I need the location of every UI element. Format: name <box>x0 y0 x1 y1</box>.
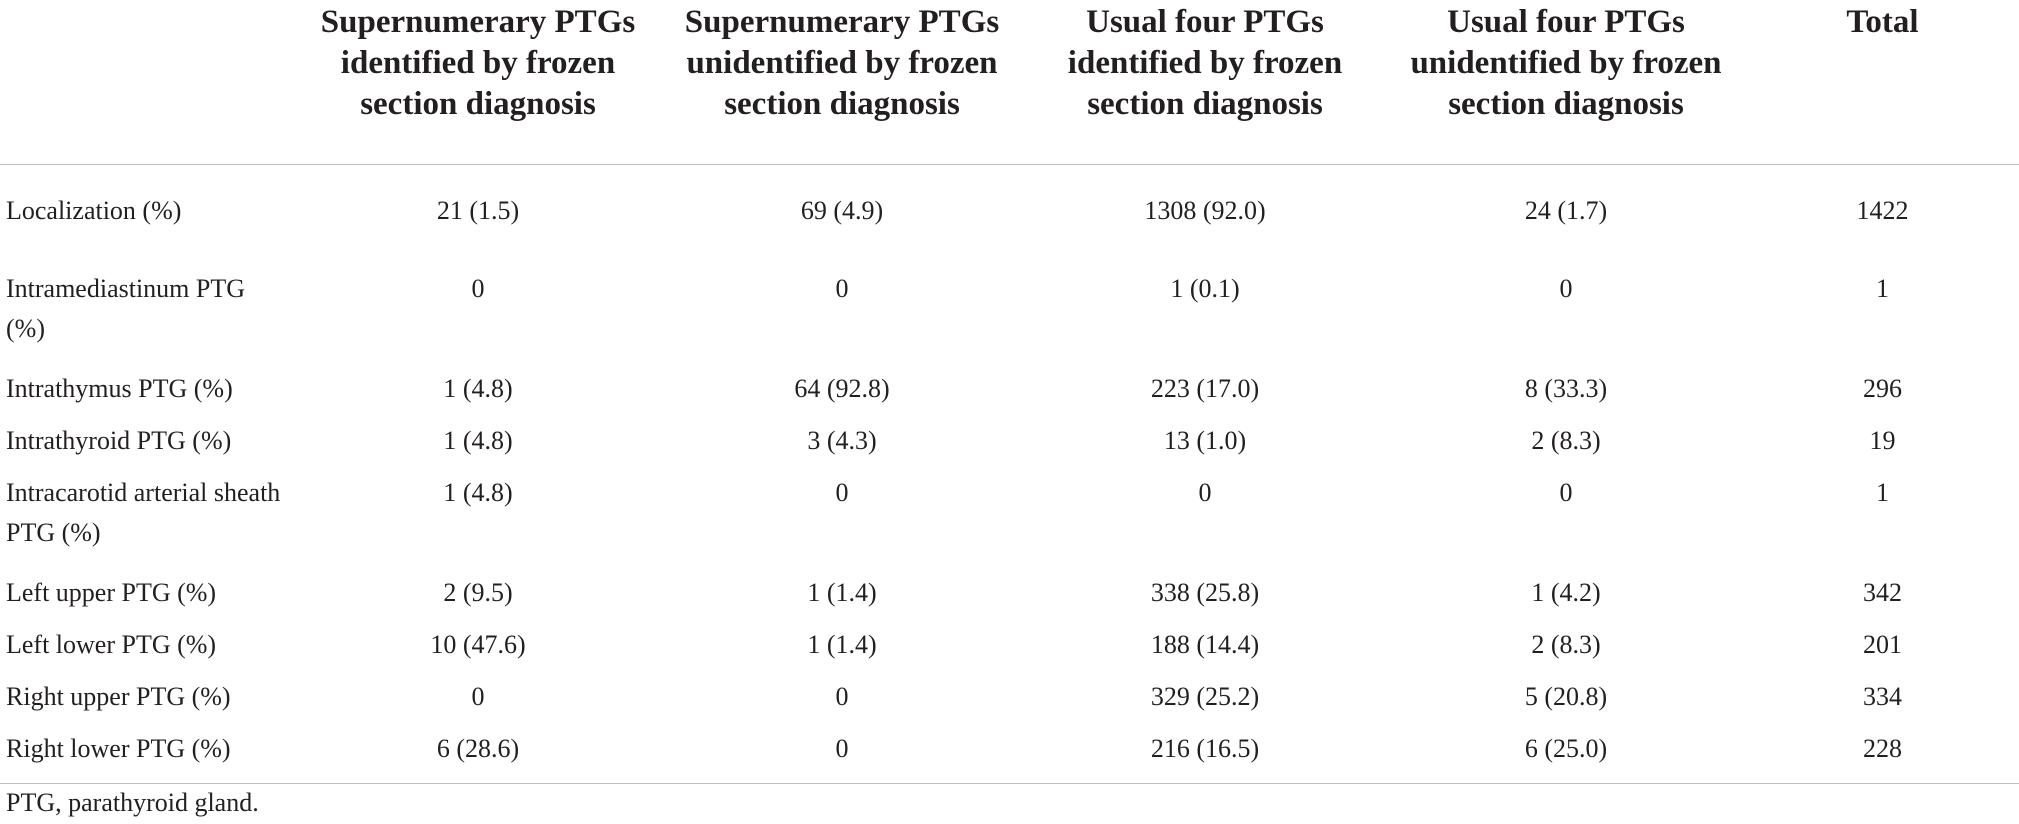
table-cell: 2 (8.3) <box>1531 629 1601 659</box>
table-cell: 8 (33.3) <box>1524 373 1608 403</box>
table-cell: 201 <box>1863 629 1902 659</box>
table-cell: 338 (25.8) <box>1150 577 1260 607</box>
table-cell: 1 (1.4) <box>807 629 877 659</box>
table-cell: 6 (25.0) <box>1386 722 1746 784</box>
table-cell: 1 <box>1876 477 1889 507</box>
table-cell: 1 <box>1876 273 1889 303</box>
table-cell: 0 <box>471 681 485 711</box>
table-cell: 2 (9.5) <box>443 577 513 607</box>
table-cell: 329 (25.2) <box>1150 681 1260 711</box>
row-label: Right upper PTG (%) <box>6 681 231 711</box>
row-label: Right lower PTG (%) <box>0 722 296 784</box>
row-label: Intrathymus PTG (%) <box>6 373 233 403</box>
header-cell-supernumerary-unidentified: Supernumerary PTGs unidentified by froze… <box>660 0 1024 165</box>
table-cell: 13 (1.0) <box>1163 425 1247 455</box>
data-table: Supernumerary PTGs identified by frozen … <box>0 0 2019 784</box>
table-cell: 1 (4.8) <box>443 373 513 403</box>
table-cell: 1 (4.8) <box>443 425 513 455</box>
row-label: Left upper PTG (%) <box>6 577 217 607</box>
table-cell: 296 <box>1863 373 1902 403</box>
row-label: Intracarotid arterial sheath PTG (%) <box>6 477 281 547</box>
table-cell: 64 (92.8) <box>794 373 890 403</box>
table-cell: 1 (1.4) <box>807 577 877 607</box>
header-cell-supernumerary-identified: Supernumerary PTGs identified by frozen … <box>296 0 660 165</box>
table-cell: 0 <box>1559 273 1573 303</box>
table-row: Localization (%) 21 (1.5) 69 (4.9) 1308 … <box>0 164 2019 263</box>
row-label: Intramediastinum PTG (%) <box>6 273 246 343</box>
table-cell: 0 <box>835 681 849 711</box>
table-cell: 1422 <box>1856 195 1909 225</box>
table-header: Supernumerary PTGs identified by frozen … <box>0 0 2019 165</box>
header-cell-usual-unidentified: Usual four PTGs unidentified by frozen s… <box>1386 0 1746 165</box>
table-cell: 6 (28.6) <box>296 722 660 784</box>
table-cell: 216 (16.5) <box>1024 722 1386 784</box>
table-cell: 21 (1.5) <box>436 195 520 225</box>
table-cell: 2 (8.3) <box>1531 425 1601 455</box>
table-cell: 0 <box>835 477 849 507</box>
table-cell: 1 (4.2) <box>1531 577 1601 607</box>
table-row: Intrathymus PTG (%) 1 (4.8) 64 (92.8) 22… <box>0 363 2019 415</box>
table-cell: 1308 (92.0) <box>1144 195 1266 225</box>
table-row: Intramediastinum PTG (%) 0 0 1 (0.1) 0 1 <box>0 263 2019 363</box>
table-cell: 188 (14.4) <box>1150 629 1260 659</box>
table-cell: 342 <box>1863 577 1902 607</box>
table-row: Left upper PTG (%) 2 (9.5) 1 (1.4) 338 (… <box>0 567 2019 619</box>
table-row: Intrathyroid PTG (%) 1 (4.8) 3 (4.3) 13 … <box>0 415 2019 467</box>
table-cell: 0 <box>471 273 485 303</box>
table-cell: 0 <box>660 722 1024 784</box>
row-label: Intrathyroid PTG (%) <box>6 425 232 455</box>
table-cell: 3 (4.3) <box>807 425 877 455</box>
header-cell-usual-identified: Usual four PTGs identified by frozen sec… <box>1024 0 1386 165</box>
table-cell: 1 (4.8) <box>443 477 513 507</box>
table-cell: 19 <box>1869 425 1896 455</box>
table-cell: 223 (17.0) <box>1150 373 1260 403</box>
table-cell: 24 (1.7) <box>1524 195 1608 225</box>
table-cell: 1 (0.1) <box>1170 273 1240 303</box>
header-row: Supernumerary PTGs identified by frozen … <box>0 0 2019 165</box>
data-table-container: Supernumerary PTGs identified by frozen … <box>0 0 2019 784</box>
table-cell: 228 <box>1746 722 2019 784</box>
table-cell: 0 <box>835 273 849 303</box>
table-cell: 69 (4.9) <box>800 195 884 225</box>
row-label: Localization (%) <box>6 195 182 225</box>
table-row: Right lower PTG (%) 6 (28.6) 0 216 (16.5… <box>0 722 2019 784</box>
table-cell: 0 <box>1198 477 1212 507</box>
table-cell: 334 <box>1863 681 1902 711</box>
table-body: Localization (%) 21 (1.5) 69 (4.9) 1308 … <box>0 164 2019 784</box>
header-cell-total: Total <box>1746 0 2019 165</box>
table-row: Intracarotid arterial sheath PTG (%) 1 (… <box>0 467 2019 567</box>
header-cell-row-labels <box>0 0 296 165</box>
table-footnote: PTG, parathyroid gland. <box>6 788 259 817</box>
table-row: Right upper PTG (%) 0 0 329 (25.2) 5 (20… <box>0 671 2019 723</box>
table-row: Left lower PTG (%) 10 (47.6) 1 (1.4) 188… <box>0 619 2019 671</box>
row-label: Left lower PTG (%) <box>6 629 217 659</box>
table-cell: 10 (47.6) <box>430 629 526 659</box>
table-cell: 0 <box>1559 477 1573 507</box>
table-cell: 5 (20.8) <box>1524 681 1608 711</box>
